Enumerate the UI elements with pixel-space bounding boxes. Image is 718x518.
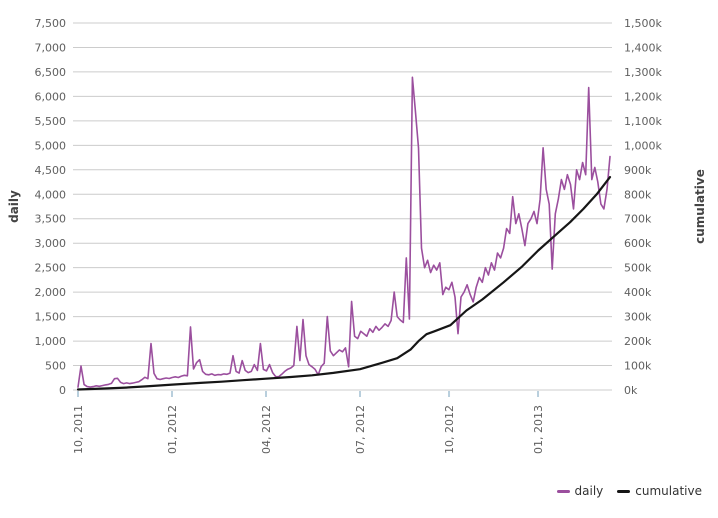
y-right-tick-label: 800k xyxy=(624,188,652,201)
y-left-tick-label: 5,000 xyxy=(35,139,67,152)
y-left-tick-label: 4,000 xyxy=(35,188,67,201)
y-axis-left-tick-labels: 0 500 1,000 1,500 2,000 2,500 3,000 3,500 4,000 4… xyxy=(35,17,67,397)
y-right-tick-label: 100k xyxy=(624,360,652,373)
y-right-tick-label: 700k xyxy=(624,213,652,226)
y-left-tick-label: 7,500 xyxy=(35,17,67,30)
x-axis-tick-marks xyxy=(77,391,540,397)
y-right-tick-label: 500k xyxy=(624,262,652,275)
gridlines xyxy=(73,22,612,391)
y-right-tick-label: 200k xyxy=(624,335,652,348)
chart-legend: daily cumulative xyxy=(556,484,702,498)
y-right-tick-label: 1,100k xyxy=(624,115,662,128)
y-right-tick-label: 400k xyxy=(624,286,652,299)
x-axis-tick-label: 07, 2012 xyxy=(354,405,367,454)
series-lines xyxy=(76,76,612,391)
y-left-tick-label: 5,500 xyxy=(35,115,67,128)
y-left-tick-label: 6,500 xyxy=(35,66,67,79)
y-right-tick-label: 1,000k xyxy=(624,139,662,152)
x-axis-tick-label: 01, 2013 xyxy=(532,405,545,454)
y-right-tick-label: 300k xyxy=(624,311,652,324)
y-left-tick-label: 2,500 xyxy=(35,262,67,275)
x-axis-tick-label: 04, 2012 xyxy=(260,405,273,454)
y-left-tick-label: 4,500 xyxy=(35,164,67,177)
y-right-tick-label: 0k xyxy=(624,384,638,397)
x-axis-tick-label: 01, 2012 xyxy=(166,405,179,454)
y-left-tick-label: 1,500 xyxy=(35,311,67,324)
y-left-tick-label: 3,000 xyxy=(35,237,67,250)
y-axis-right-title: cumulative xyxy=(693,169,707,244)
y-axis-right-tick-labels: 0k 100k 200k 300k 400k 500k 600k 700k 800k 900k 1,… xyxy=(624,17,662,397)
x-axis-tick-label: 10, 2012 xyxy=(443,405,456,454)
y-left-tick-label: 7,000 xyxy=(35,41,67,54)
y-left-tick-label: 0 xyxy=(59,384,66,397)
y-right-tick-label: 1,400k xyxy=(624,41,662,54)
y-right-tick-label: 1,500k xyxy=(624,17,662,30)
y-left-tick-label: 6,000 xyxy=(35,90,67,103)
y-right-tick-label: 600k xyxy=(624,237,652,250)
cumulative-legend-label: cumulative xyxy=(635,484,702,498)
x-axis-tick-labels: 10, 2011 01, 2012 04, 2012 07, 2012 10, 2012… xyxy=(72,405,545,454)
legend-item-daily[interactable]: daily xyxy=(556,484,604,498)
legend-item-cumulative[interactable]: cumulative xyxy=(617,484,702,498)
y-left-tick-label: 3,500 xyxy=(35,213,67,226)
y-left-tick-label: 1,000 xyxy=(35,335,67,348)
x-axis-tick-label: 10, 2011 xyxy=(72,405,85,454)
cumulative-series-line[interactable] xyxy=(76,176,612,391)
y-left-tick-label: 500 xyxy=(45,360,66,373)
y-axis-left-title: daily xyxy=(7,190,21,223)
y-right-tick-label: 1,300k xyxy=(624,66,662,79)
daily-legend-label: daily xyxy=(574,484,604,498)
daily-series-line[interactable] xyxy=(77,76,611,388)
y-right-tick-label: 900k xyxy=(624,164,652,177)
y-left-tick-label: 2,000 xyxy=(35,286,67,299)
y-right-tick-label: 1,200k xyxy=(624,90,662,103)
cumulative-legend-swatch xyxy=(617,489,631,493)
daily-legend-swatch xyxy=(556,489,570,493)
